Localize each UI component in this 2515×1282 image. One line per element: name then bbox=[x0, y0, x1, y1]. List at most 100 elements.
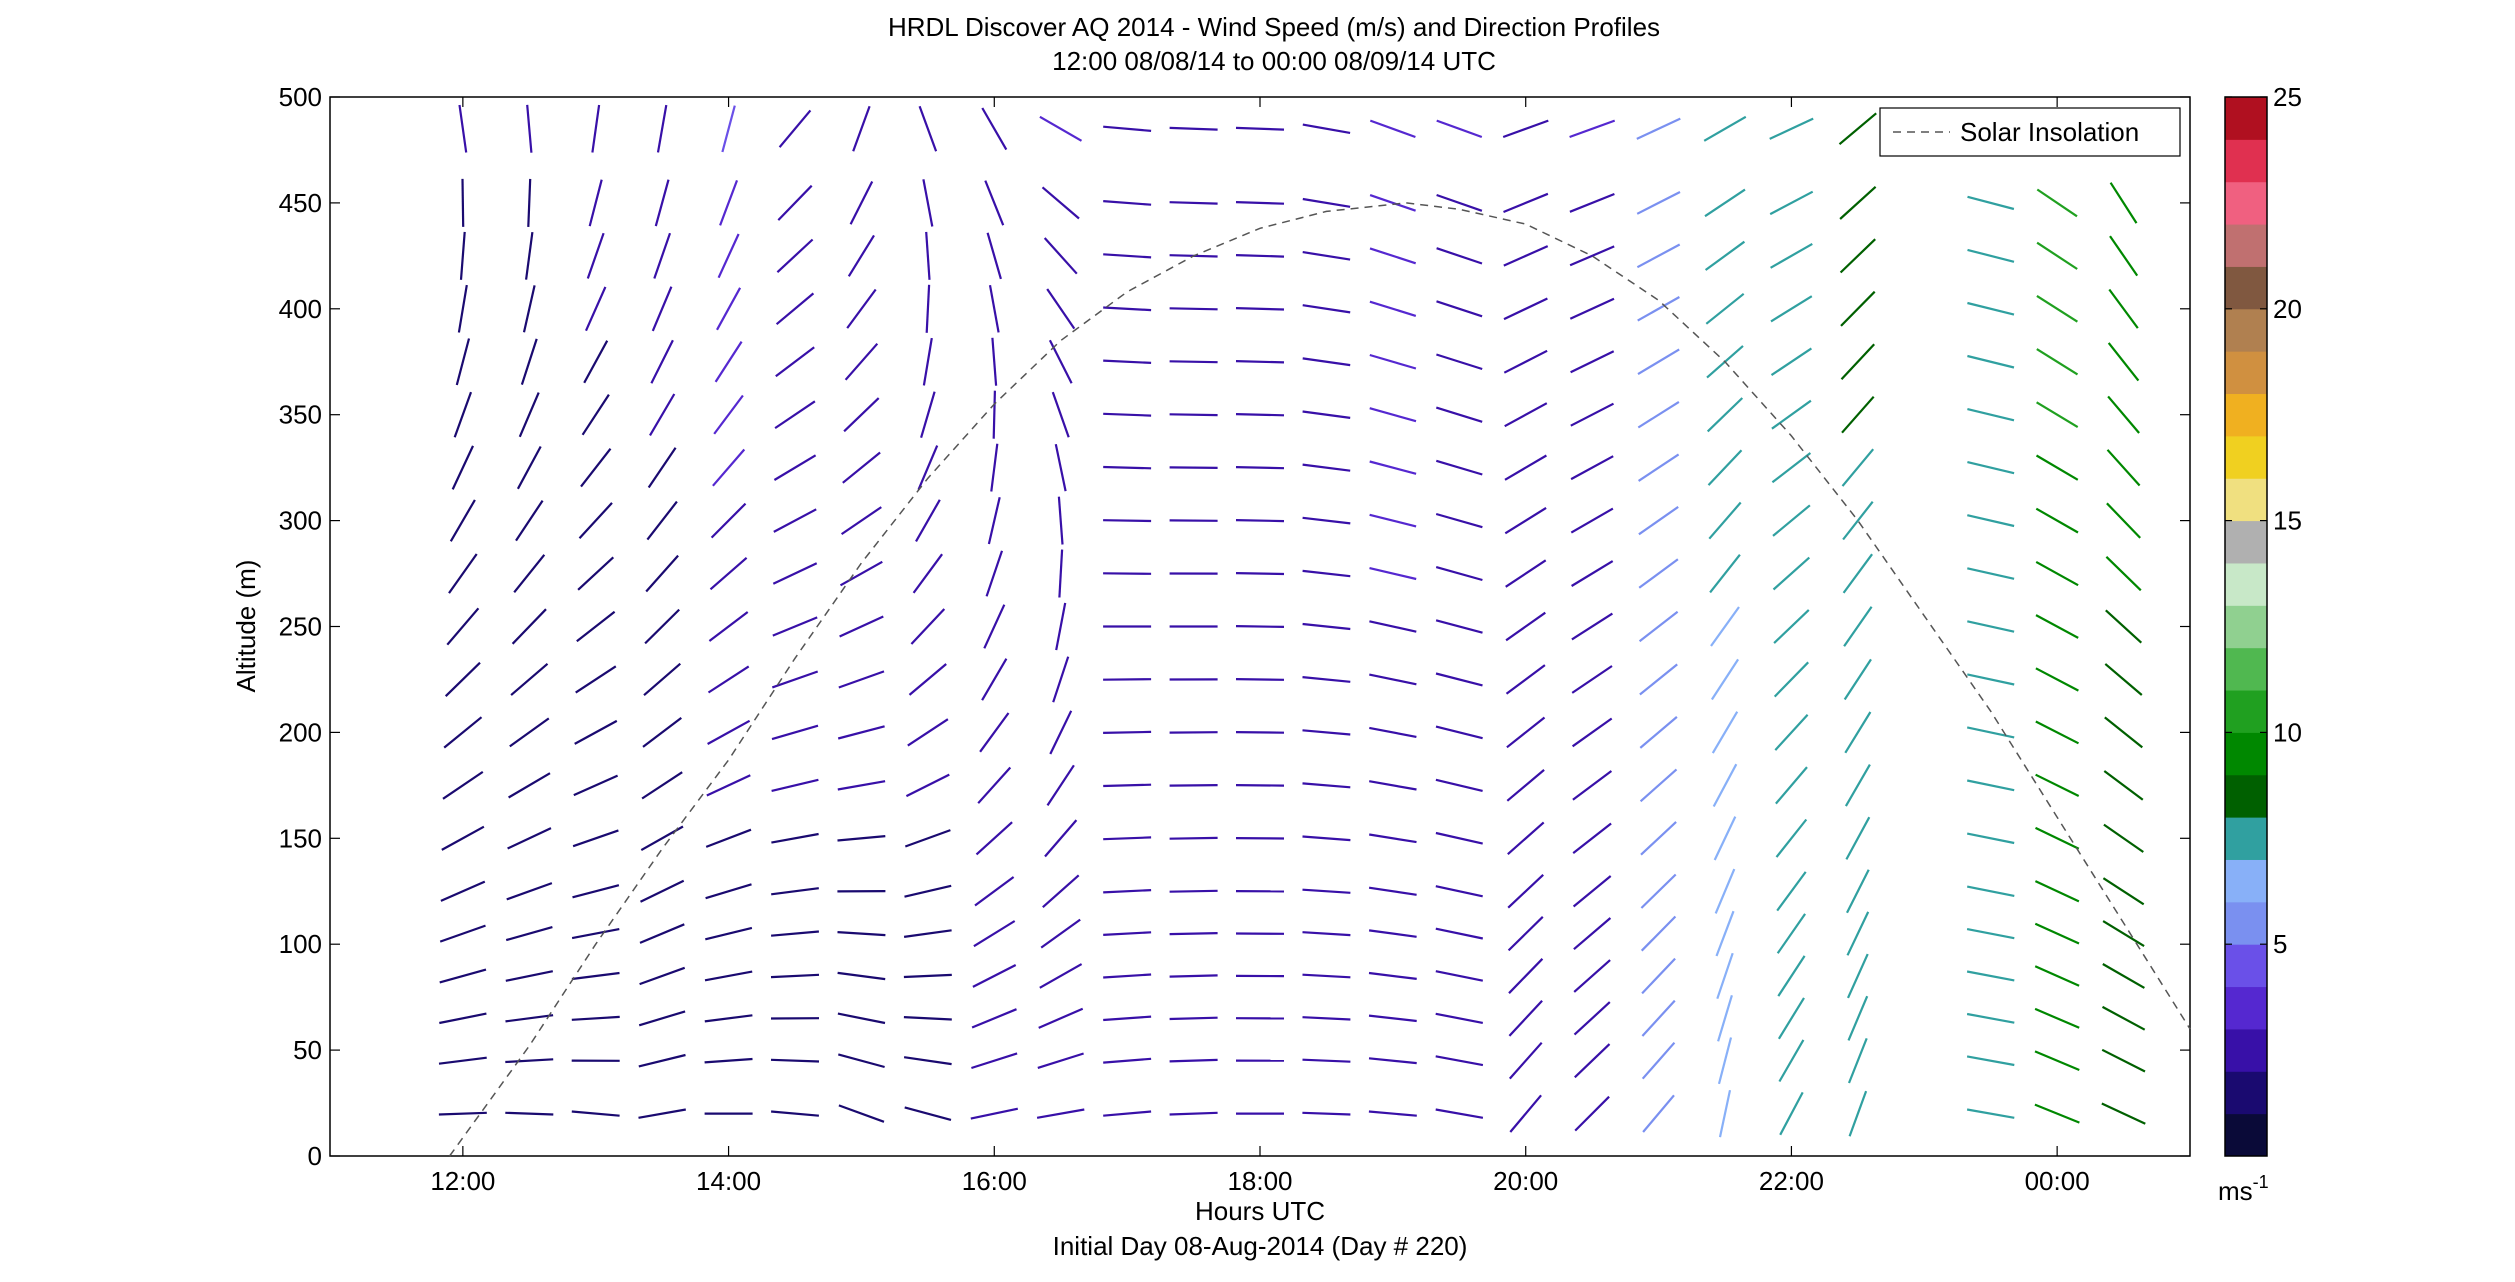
wind-barb bbox=[903, 929, 952, 938]
wind-barb bbox=[506, 882, 553, 901]
colorbar-unit-exp: -1 bbox=[2253, 1172, 2269, 1192]
wind-barb bbox=[1302, 622, 1351, 631]
colorbar: 5 10 15 20 25 ms-1 bbox=[2218, 82, 2302, 1206]
wind-barb bbox=[1435, 459, 1483, 476]
wind-barb bbox=[654, 179, 670, 227]
wind-barb bbox=[1703, 115, 1747, 142]
wind-barb bbox=[1037, 1052, 1084, 1069]
wind-barb bbox=[1769, 190, 1814, 216]
wind-barb bbox=[992, 390, 996, 439]
y-tick-label: 350 bbox=[279, 400, 322, 430]
wind-barb bbox=[1641, 999, 1676, 1037]
wind-barb bbox=[1846, 869, 1870, 914]
wind-barb bbox=[1235, 201, 1285, 205]
colorbar-band bbox=[2225, 859, 2267, 903]
wind-barb bbox=[1569, 245, 1615, 267]
colorbar-band bbox=[2225, 605, 2267, 649]
wind-barb bbox=[1571, 717, 1613, 748]
wind-barb bbox=[638, 1010, 686, 1027]
wind-barb bbox=[2102, 877, 2145, 906]
wind-barb bbox=[705, 926, 753, 941]
wind-barb bbox=[705, 828, 752, 848]
y-axis-label: Altitude (m) bbox=[231, 560, 261, 693]
x-tick-label: 22:00 bbox=[1759, 1166, 1824, 1196]
wind-barb bbox=[642, 717, 682, 748]
wind-barb bbox=[1435, 778, 1483, 792]
wind-barb bbox=[1966, 1055, 2015, 1067]
wind-barb bbox=[1507, 821, 1545, 856]
wind-barb bbox=[1775, 818, 1808, 858]
wind-barb bbox=[1636, 117, 1681, 140]
wind-barb bbox=[971, 1008, 1017, 1029]
wind-barb bbox=[1103, 519, 1152, 523]
wind-barb bbox=[1369, 460, 1417, 475]
y-tick-label: 400 bbox=[279, 294, 322, 324]
wind-barb bbox=[1169, 932, 1218, 936]
wind-barb bbox=[638, 1108, 686, 1119]
wind-barb bbox=[1369, 833, 1417, 844]
wind-barb bbox=[985, 550, 1004, 597]
wind-barb bbox=[1369, 119, 1416, 139]
wind-barb bbox=[838, 670, 885, 689]
wind-barb bbox=[1771, 399, 1812, 430]
wind-barb bbox=[2035, 826, 2080, 850]
wind-barb bbox=[1038, 1007, 1084, 1029]
wind-barb bbox=[644, 608, 680, 645]
wind-barb bbox=[2035, 773, 2080, 797]
wind-barb bbox=[1716, 952, 1734, 1000]
wind-barbs bbox=[438, 104, 2146, 1138]
wind-barb bbox=[1573, 959, 1611, 993]
wind-barb bbox=[1103, 836, 1152, 841]
wind-barb bbox=[1436, 353, 1483, 371]
wind-barb bbox=[1369, 620, 1417, 633]
wind-barb bbox=[1712, 763, 1738, 808]
wind-barb bbox=[1103, 973, 1152, 979]
wind-barb bbox=[509, 717, 550, 748]
wind-barb bbox=[638, 1053, 686, 1068]
wind-barb bbox=[1302, 197, 1351, 208]
wind-barb bbox=[440, 880, 486, 902]
wind-barb bbox=[708, 611, 749, 642]
wind-barb bbox=[1058, 549, 1064, 598]
wind-barb bbox=[1302, 1016, 1351, 1021]
wind-barb bbox=[1704, 240, 1746, 271]
wind-barb bbox=[1302, 569, 1351, 578]
wind-barb bbox=[1967, 408, 2015, 422]
colorbar-band bbox=[2225, 901, 2267, 945]
wind-barb bbox=[2035, 720, 2080, 745]
wind-barb bbox=[837, 780, 886, 791]
wind-barb bbox=[1046, 288, 1076, 330]
wind-barb bbox=[1569, 192, 1615, 213]
wind-barb bbox=[1640, 821, 1677, 856]
colorbar-band bbox=[2225, 478, 2267, 522]
wind-barb bbox=[837, 931, 886, 937]
wind-barb bbox=[777, 184, 813, 221]
wind-barb bbox=[1044, 819, 1078, 858]
solar-insolation-curve bbox=[448, 202, 2191, 1157]
wind-barb bbox=[1169, 126, 1218, 131]
wind-barb bbox=[849, 181, 874, 225]
wind-barb bbox=[1435, 970, 1484, 982]
wind-barb bbox=[645, 554, 679, 593]
wind-barb bbox=[1710, 658, 1740, 701]
wind-barb bbox=[439, 924, 486, 943]
wind-barb bbox=[505, 926, 553, 942]
wind-barb bbox=[1052, 656, 1070, 703]
wind-barb bbox=[1369, 407, 1417, 423]
wind-barb bbox=[446, 607, 480, 646]
wind-barb bbox=[721, 105, 736, 153]
wind-barb bbox=[1772, 556, 1811, 591]
colorbar-band bbox=[2225, 435, 2267, 479]
wind-barb bbox=[1639, 768, 1678, 803]
wind-barb bbox=[1103, 465, 1152, 470]
wind-barb bbox=[2109, 235, 2139, 277]
colorbar-band bbox=[2225, 774, 2267, 818]
wind-barb bbox=[709, 556, 748, 591]
wind-barb bbox=[1637, 400, 1680, 429]
wind-barb bbox=[1055, 602, 1067, 651]
wind-barb bbox=[707, 719, 751, 745]
wind-barb bbox=[1103, 359, 1152, 364]
wind-barb bbox=[770, 973, 820, 979]
wind-barb bbox=[1709, 554, 1741, 594]
wind-barb bbox=[1302, 729, 1351, 736]
